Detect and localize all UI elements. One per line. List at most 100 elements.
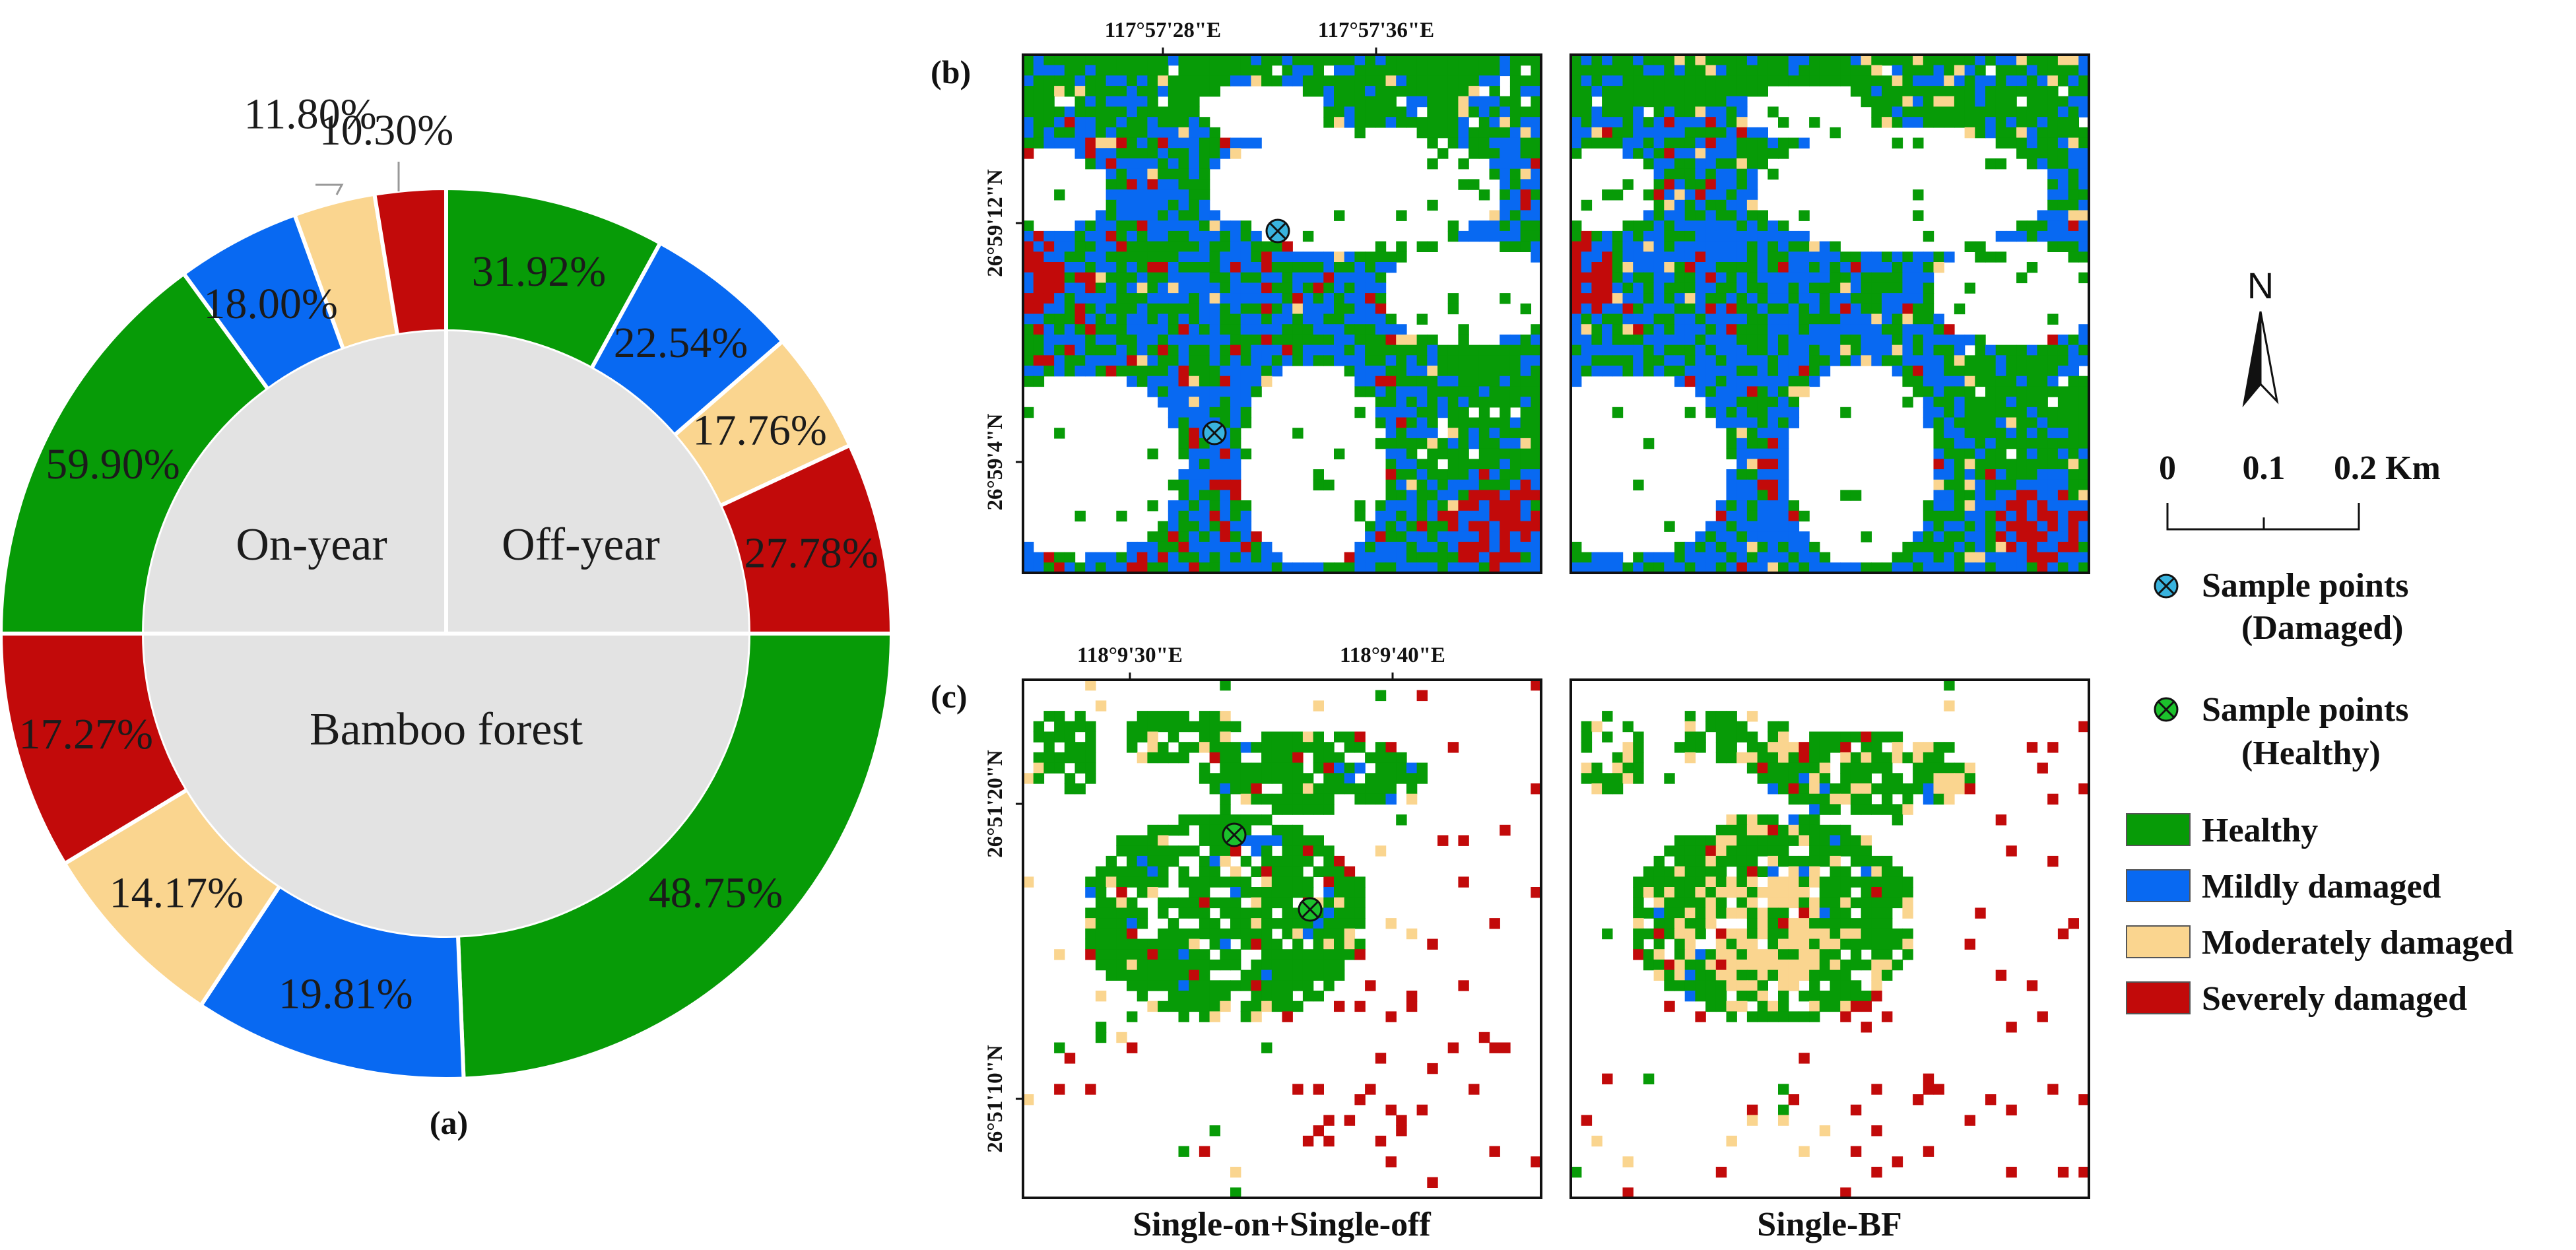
map-cell-severe xyxy=(1282,1011,1293,1022)
map-cell-mild xyxy=(1323,345,1335,356)
map-cell-healthy xyxy=(1520,345,1531,356)
map-cell-healthy xyxy=(1746,334,1758,346)
map-cell-healthy xyxy=(1375,86,1387,97)
map-cell-moderate xyxy=(1220,855,1231,867)
map-cell-healthy xyxy=(1746,552,1758,563)
map-cell-healthy xyxy=(1199,762,1210,773)
map-cell-healthy xyxy=(1913,773,1924,784)
map-cell-mild xyxy=(2026,479,2038,491)
map-cell-healthy xyxy=(1757,1011,1768,1022)
map-cell-mild xyxy=(1489,230,1500,242)
map-cell-moderate xyxy=(1406,334,1418,346)
map-cell-healthy xyxy=(1054,324,1065,335)
map-cell-moderate xyxy=(1944,773,1955,784)
map-cell-mild xyxy=(1458,230,1469,242)
map-cell-severe xyxy=(2037,552,2048,563)
map-cell-healthy xyxy=(1653,959,1665,971)
sample-markers xyxy=(1202,218,1323,922)
map-cell-healthy xyxy=(1633,220,1644,232)
map-cell-moderate xyxy=(1809,928,1820,940)
map-cell-mild xyxy=(1653,282,1665,294)
callout-leaders xyxy=(315,162,400,195)
map-cell-severe xyxy=(1447,1042,1459,1053)
map-cell-healthy xyxy=(1871,303,1882,315)
map-cell-mild xyxy=(1933,469,1944,480)
map-cell-healthy xyxy=(1840,938,1851,950)
map-cell-healthy xyxy=(1168,928,1179,940)
map-cell-healthy xyxy=(1664,521,1675,532)
map-cell-healthy xyxy=(1023,324,1034,335)
map-cell-healthy xyxy=(1385,531,1397,543)
map-cell-healthy xyxy=(1520,148,1531,159)
map-cell-mild xyxy=(1396,562,1407,573)
map-cell-mild xyxy=(2068,500,2079,511)
map-cell-healthy xyxy=(1220,241,1231,252)
map-cell-mild xyxy=(1023,272,1034,284)
map-cell-mild xyxy=(2006,55,2017,66)
map-cell-mild xyxy=(1085,293,1096,304)
map-cell-healthy xyxy=(1757,220,1768,232)
map-cell-moderate xyxy=(1933,783,1944,795)
map-cell-healthy xyxy=(1209,938,1220,950)
map-cell-healthy xyxy=(1954,500,1965,511)
map-cell-healthy xyxy=(1302,230,1314,242)
map-cell-healthy xyxy=(1168,541,1179,553)
map-cell-healthy xyxy=(1913,189,1924,201)
map-cell-moderate xyxy=(1757,928,1768,940)
map-cell-mild xyxy=(1975,96,1986,108)
map-cell-severe xyxy=(2047,510,2059,522)
map-cell-mild xyxy=(1033,65,1045,77)
map-cell-healthy xyxy=(1819,804,1831,815)
map-cell-healthy xyxy=(1282,272,1293,284)
map-cell-severe xyxy=(2047,521,2059,532)
map-cell-healthy xyxy=(1302,262,1314,273)
map-cell-healthy xyxy=(1127,845,1138,857)
map-cell-mild xyxy=(1106,355,1117,366)
map-cell-healthy xyxy=(1500,189,1511,201)
map-cell-healthy xyxy=(1850,86,1862,97)
map-cell-healthy xyxy=(1809,814,1820,826)
map-cell-healthy xyxy=(1292,55,1304,66)
map-cell-severe xyxy=(1964,783,1975,795)
map-cell-mild xyxy=(1664,158,1675,170)
map-cell-healthy xyxy=(1954,479,1965,491)
map-cell-severe xyxy=(1116,887,1127,898)
map-cell-healthy xyxy=(1509,86,1521,97)
map-cell-healthy xyxy=(1653,855,1665,867)
map-cell-mild xyxy=(1509,562,1521,573)
map-cell-healthy xyxy=(1850,65,1862,77)
map-cell-healthy xyxy=(1664,293,1675,304)
map-cell-mild xyxy=(1199,313,1210,325)
map-cell-severe xyxy=(2016,521,2028,532)
map-cell-healthy xyxy=(1840,887,1851,898)
map-cell-healthy xyxy=(1365,541,1376,553)
map-cell-healthy xyxy=(1282,959,1293,971)
map-cell-healthy xyxy=(1509,75,1521,86)
map-cell-severe xyxy=(1375,1053,1387,1064)
map-cell-healthy xyxy=(1520,106,1531,117)
map-cell-mild xyxy=(1633,106,1644,117)
map-cell-severe xyxy=(2057,541,2069,553)
map-cell-healthy xyxy=(1199,366,1210,377)
map-cell-mild xyxy=(1209,355,1220,366)
map-cell-severe xyxy=(2078,1166,2089,1178)
map-cell-mild xyxy=(1715,386,1727,397)
map-cell-healthy xyxy=(2016,386,2028,397)
map-cell-healthy xyxy=(1064,86,1076,97)
map-cell-mild xyxy=(1178,334,1189,346)
map-cell-healthy xyxy=(1509,469,1521,480)
map-cell-mild xyxy=(1074,220,1086,232)
map-cell-mild xyxy=(2026,510,2038,522)
map-cell-healthy xyxy=(1684,55,1696,66)
map-cell-mild xyxy=(1715,241,1727,252)
map-cell-healthy xyxy=(1985,55,1997,66)
map-cell-severe xyxy=(1385,1156,1397,1168)
map-cell-healthy xyxy=(2006,137,2017,148)
map-cell-healthy xyxy=(1043,96,1055,108)
map-cell-mild xyxy=(1746,479,1758,491)
map-cell-healthy xyxy=(1033,137,1045,148)
map-cell-moderate xyxy=(1736,887,1748,898)
map-cell-severe xyxy=(1850,1001,1862,1012)
map-cell-mild xyxy=(1892,106,1903,117)
map-cell-mild xyxy=(1531,531,1541,543)
